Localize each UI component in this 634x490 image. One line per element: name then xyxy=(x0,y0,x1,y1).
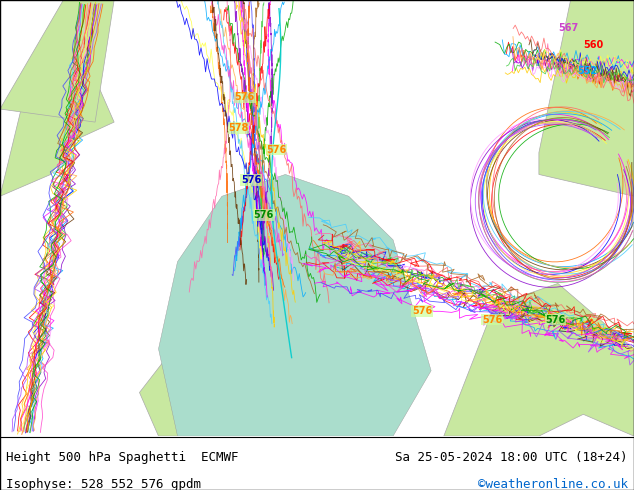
Text: Height 500 hPa Spaghetti  ECMWF: Height 500 hPa Spaghetti ECMWF xyxy=(6,451,239,464)
Polygon shape xyxy=(0,0,114,122)
Text: 560: 560 xyxy=(583,40,604,50)
Polygon shape xyxy=(444,283,634,436)
Text: ©weatheronline.co.uk: ©weatheronline.co.uk xyxy=(477,478,628,490)
Text: 576: 576 xyxy=(412,306,432,316)
Polygon shape xyxy=(539,0,634,196)
Text: 576: 576 xyxy=(266,145,287,155)
Text: 576: 576 xyxy=(254,210,274,220)
Polygon shape xyxy=(0,44,114,196)
Text: 576: 576 xyxy=(545,315,566,325)
Text: Sa 25-05-2024 18:00 UTC (18+24): Sa 25-05-2024 18:00 UTC (18+24) xyxy=(395,451,628,464)
Text: 576: 576 xyxy=(241,175,261,185)
Text: Isophyse: 528 552 576 gpdm: Isophyse: 528 552 576 gpdm xyxy=(6,478,202,490)
Text: 567: 567 xyxy=(558,23,578,32)
Polygon shape xyxy=(158,174,431,436)
Text: 576: 576 xyxy=(235,92,255,102)
Polygon shape xyxy=(139,227,412,436)
Text: 576: 576 xyxy=(482,315,502,325)
Text: 552: 552 xyxy=(577,66,597,76)
Text: 578: 578 xyxy=(228,123,249,133)
